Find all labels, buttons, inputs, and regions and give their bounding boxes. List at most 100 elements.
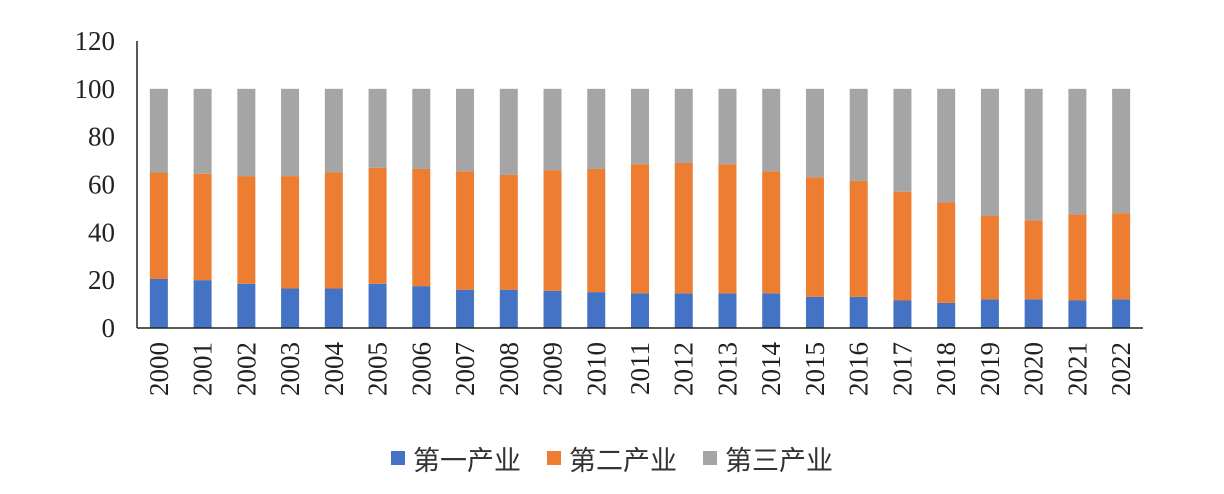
x-tick-label: 2002 xyxy=(231,342,261,396)
x-tick-label: 2008 xyxy=(494,342,524,396)
legend-swatch-secondary xyxy=(547,451,561,465)
bar-segment xyxy=(1068,300,1087,328)
bar-segment xyxy=(368,167,387,284)
legend-label-primary: 第一产业 xyxy=(413,445,521,477)
x-axis-ticks: 2000 2001 2002 2003 2004 2005 2006 2007 2008 2009… xyxy=(144,342,1136,397)
bar-segment xyxy=(1112,299,1131,328)
legend: 第一产业 第二产业 第三产业 xyxy=(0,438,1224,478)
bar-segment xyxy=(587,292,606,328)
bar-segment xyxy=(937,302,956,328)
y-tick-label: 100 xyxy=(75,74,116,104)
bar-segment xyxy=(456,289,475,328)
bar-segment xyxy=(631,293,649,328)
bar-segment xyxy=(980,88,999,216)
legend-swatch-primary xyxy=(391,451,405,465)
bar-segment xyxy=(543,88,562,171)
bar-segment xyxy=(849,296,868,328)
x-tick-label: 2009 xyxy=(538,342,568,396)
bar-segment xyxy=(718,88,737,165)
x-tick-label: 2019 xyxy=(975,342,1005,396)
x-tick-label: 2016 xyxy=(844,342,874,396)
bar-segment xyxy=(324,88,343,173)
bar-segment xyxy=(762,293,781,328)
x-tick-label: 2011 xyxy=(625,342,655,395)
bar-segment xyxy=(1068,214,1087,301)
x-tick-label: 2007 xyxy=(450,342,480,396)
bar-segment xyxy=(849,180,868,297)
bar-segment xyxy=(543,290,562,328)
bar-segment xyxy=(1024,220,1043,300)
bar-segment xyxy=(980,299,999,328)
bar-segment xyxy=(412,286,431,328)
bar-segment xyxy=(499,88,518,175)
bar-segment xyxy=(805,296,824,328)
bar-segment xyxy=(674,293,693,328)
x-tick-label: 2015 xyxy=(800,342,830,396)
bar-segment xyxy=(1068,88,1087,215)
x-tick-label: 2001 xyxy=(188,342,218,396)
bar-segment xyxy=(281,176,300,289)
x-tick-label: 2012 xyxy=(669,342,699,396)
x-tick-label: 2005 xyxy=(363,342,393,396)
bar-segment xyxy=(193,88,212,174)
bar-segment xyxy=(587,168,606,293)
bar-segment xyxy=(237,88,256,177)
y-tick-label: 0 xyxy=(102,313,116,343)
legend-item-secondary: 第二产业 xyxy=(547,439,677,478)
legend-label-secondary: 第二产业 xyxy=(569,445,677,477)
bar-segment xyxy=(412,88,431,169)
y-tick-label: 120 xyxy=(75,26,116,56)
bar-segment xyxy=(631,88,649,165)
x-tick-label: 2014 xyxy=(756,342,786,397)
bar-segment xyxy=(499,289,518,328)
bar-segment xyxy=(762,171,781,294)
bar-segment xyxy=(237,176,256,284)
bar-segment xyxy=(456,88,475,172)
bar-segment xyxy=(1024,88,1043,221)
bar-segment xyxy=(1024,299,1043,328)
bar-segment xyxy=(980,215,999,300)
bar-segment xyxy=(893,191,912,301)
x-tick-label: 2018 xyxy=(931,342,961,396)
bar-segment xyxy=(805,88,824,178)
bar-segment xyxy=(543,170,562,291)
bar-segment xyxy=(1112,213,1131,300)
y-tick-label: 40 xyxy=(88,217,115,247)
x-tick-label: 2013 xyxy=(712,342,742,396)
bar-segment xyxy=(718,293,737,328)
bar-segment xyxy=(368,283,387,328)
bar-segment xyxy=(849,88,868,181)
bar-segment xyxy=(1112,88,1131,214)
bar-segment xyxy=(674,162,693,294)
bar-segment xyxy=(937,202,956,303)
legend-swatch-tertiary xyxy=(703,451,717,465)
bar-segment xyxy=(324,288,343,328)
bar-segment xyxy=(499,174,518,290)
x-tick-label: 2022 xyxy=(1106,342,1136,396)
legend-label-tertiary: 第三产业 xyxy=(725,445,833,477)
bar-segment xyxy=(893,300,912,328)
bar-segment xyxy=(412,168,431,287)
x-tick-label: 2000 xyxy=(144,342,174,396)
x-tick-label: 2021 xyxy=(1062,342,1092,396)
bar-segment xyxy=(587,88,606,169)
x-tick-label: 2020 xyxy=(1019,342,1049,396)
bar-segment xyxy=(718,164,737,294)
bar-segment xyxy=(149,88,168,173)
bar-segment xyxy=(893,88,912,192)
bar-segment xyxy=(237,283,256,328)
bar-segment xyxy=(193,173,212,281)
bar-segment xyxy=(324,172,343,289)
y-tick-label: 80 xyxy=(88,122,115,152)
y-tick-label: 20 xyxy=(88,265,115,295)
x-tick-label: 2017 xyxy=(887,342,917,396)
legend-item-primary: 第一产业 xyxy=(391,439,521,478)
x-tick-label: 2003 xyxy=(275,342,305,396)
bar-segment xyxy=(456,171,475,290)
legend-item-tertiary: 第三产业 xyxy=(703,439,833,478)
bar-segment xyxy=(368,88,387,168)
bar-segment xyxy=(631,164,649,294)
bar-segment xyxy=(281,88,300,177)
x-tick-label: 2010 xyxy=(581,342,611,396)
y-axis-ticks: 0 20 40 60 80 100 120 xyxy=(75,26,116,343)
